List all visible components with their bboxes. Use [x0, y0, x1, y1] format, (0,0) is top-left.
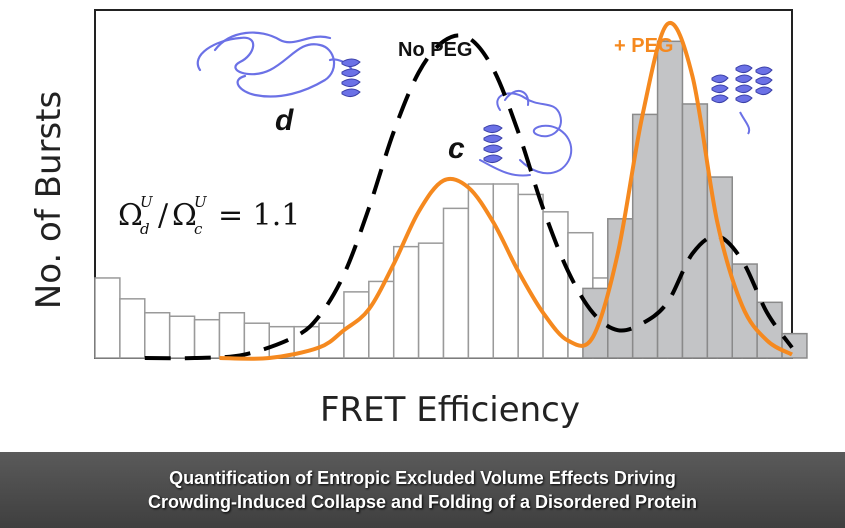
svg-text:U: U	[194, 193, 208, 211]
no-peg-bar	[417, 242, 445, 359]
protein-folded-structure	[711, 64, 773, 135]
x-axis-label: FRET Efficiency	[320, 390, 580, 430]
no-peg-bar	[368, 280, 395, 359]
peg-bar	[582, 287, 609, 359]
caption-banner: Quantification of Entropic Excluded Volu…	[0, 452, 845, 528]
no-peg-bar	[218, 312, 246, 359]
peg-fit-curve	[219, 20, 793, 361]
peg-label: + PEG	[614, 35, 673, 57]
entropy-ratio-equation: Ω U d / Ω U c = 1.1	[118, 193, 300, 238]
svg-text:c: c	[194, 220, 203, 238]
svg-text:= 1.1: = 1.1	[218, 198, 300, 233]
y-axis-label: No. of Bursts	[29, 91, 69, 309]
no-peg-bar	[467, 183, 495, 359]
svg-text:U: U	[140, 193, 154, 211]
svg-text:d: d	[140, 220, 150, 238]
state-d-label: d	[275, 104, 294, 137]
protein-c-structure	[479, 90, 573, 177]
protein-c-helix	[483, 124, 503, 164]
no-peg-bar	[193, 318, 221, 359]
no-peg-label: No PEG	[398, 39, 472, 61]
no-peg-bar	[542, 211, 569, 359]
svg-text:Ω: Ω	[172, 198, 197, 233]
no-peg-bar	[119, 298, 146, 359]
no-peg-bar	[442, 207, 470, 359]
no-peg-fit-curve	[144, 33, 794, 361]
no-peg-bar	[94, 277, 121, 359]
caption-line-1: Quantification of Entropic Excluded Volu…	[169, 468, 676, 488]
no-peg-bar	[392, 245, 420, 359]
fret-histogram-figure: No PEG + PEG d c Ω U d / Ω U c = 1.1 FRE…	[29, 9, 808, 430]
no-peg-bar	[144, 312, 171, 359]
no-peg-bar	[343, 291, 370, 359]
protein-d-structure	[196, 31, 354, 98]
caption-line-2: Crowding-Induced Collapse and Folding of…	[147, 492, 698, 512]
no-peg-bar	[168, 315, 196, 359]
protein-d-helix	[341, 58, 361, 98]
no-peg-bar	[492, 183, 519, 359]
svg-text:/: /	[158, 198, 169, 233]
state-c-label: c	[448, 132, 465, 165]
svg-text:Ω: Ω	[118, 198, 143, 233]
